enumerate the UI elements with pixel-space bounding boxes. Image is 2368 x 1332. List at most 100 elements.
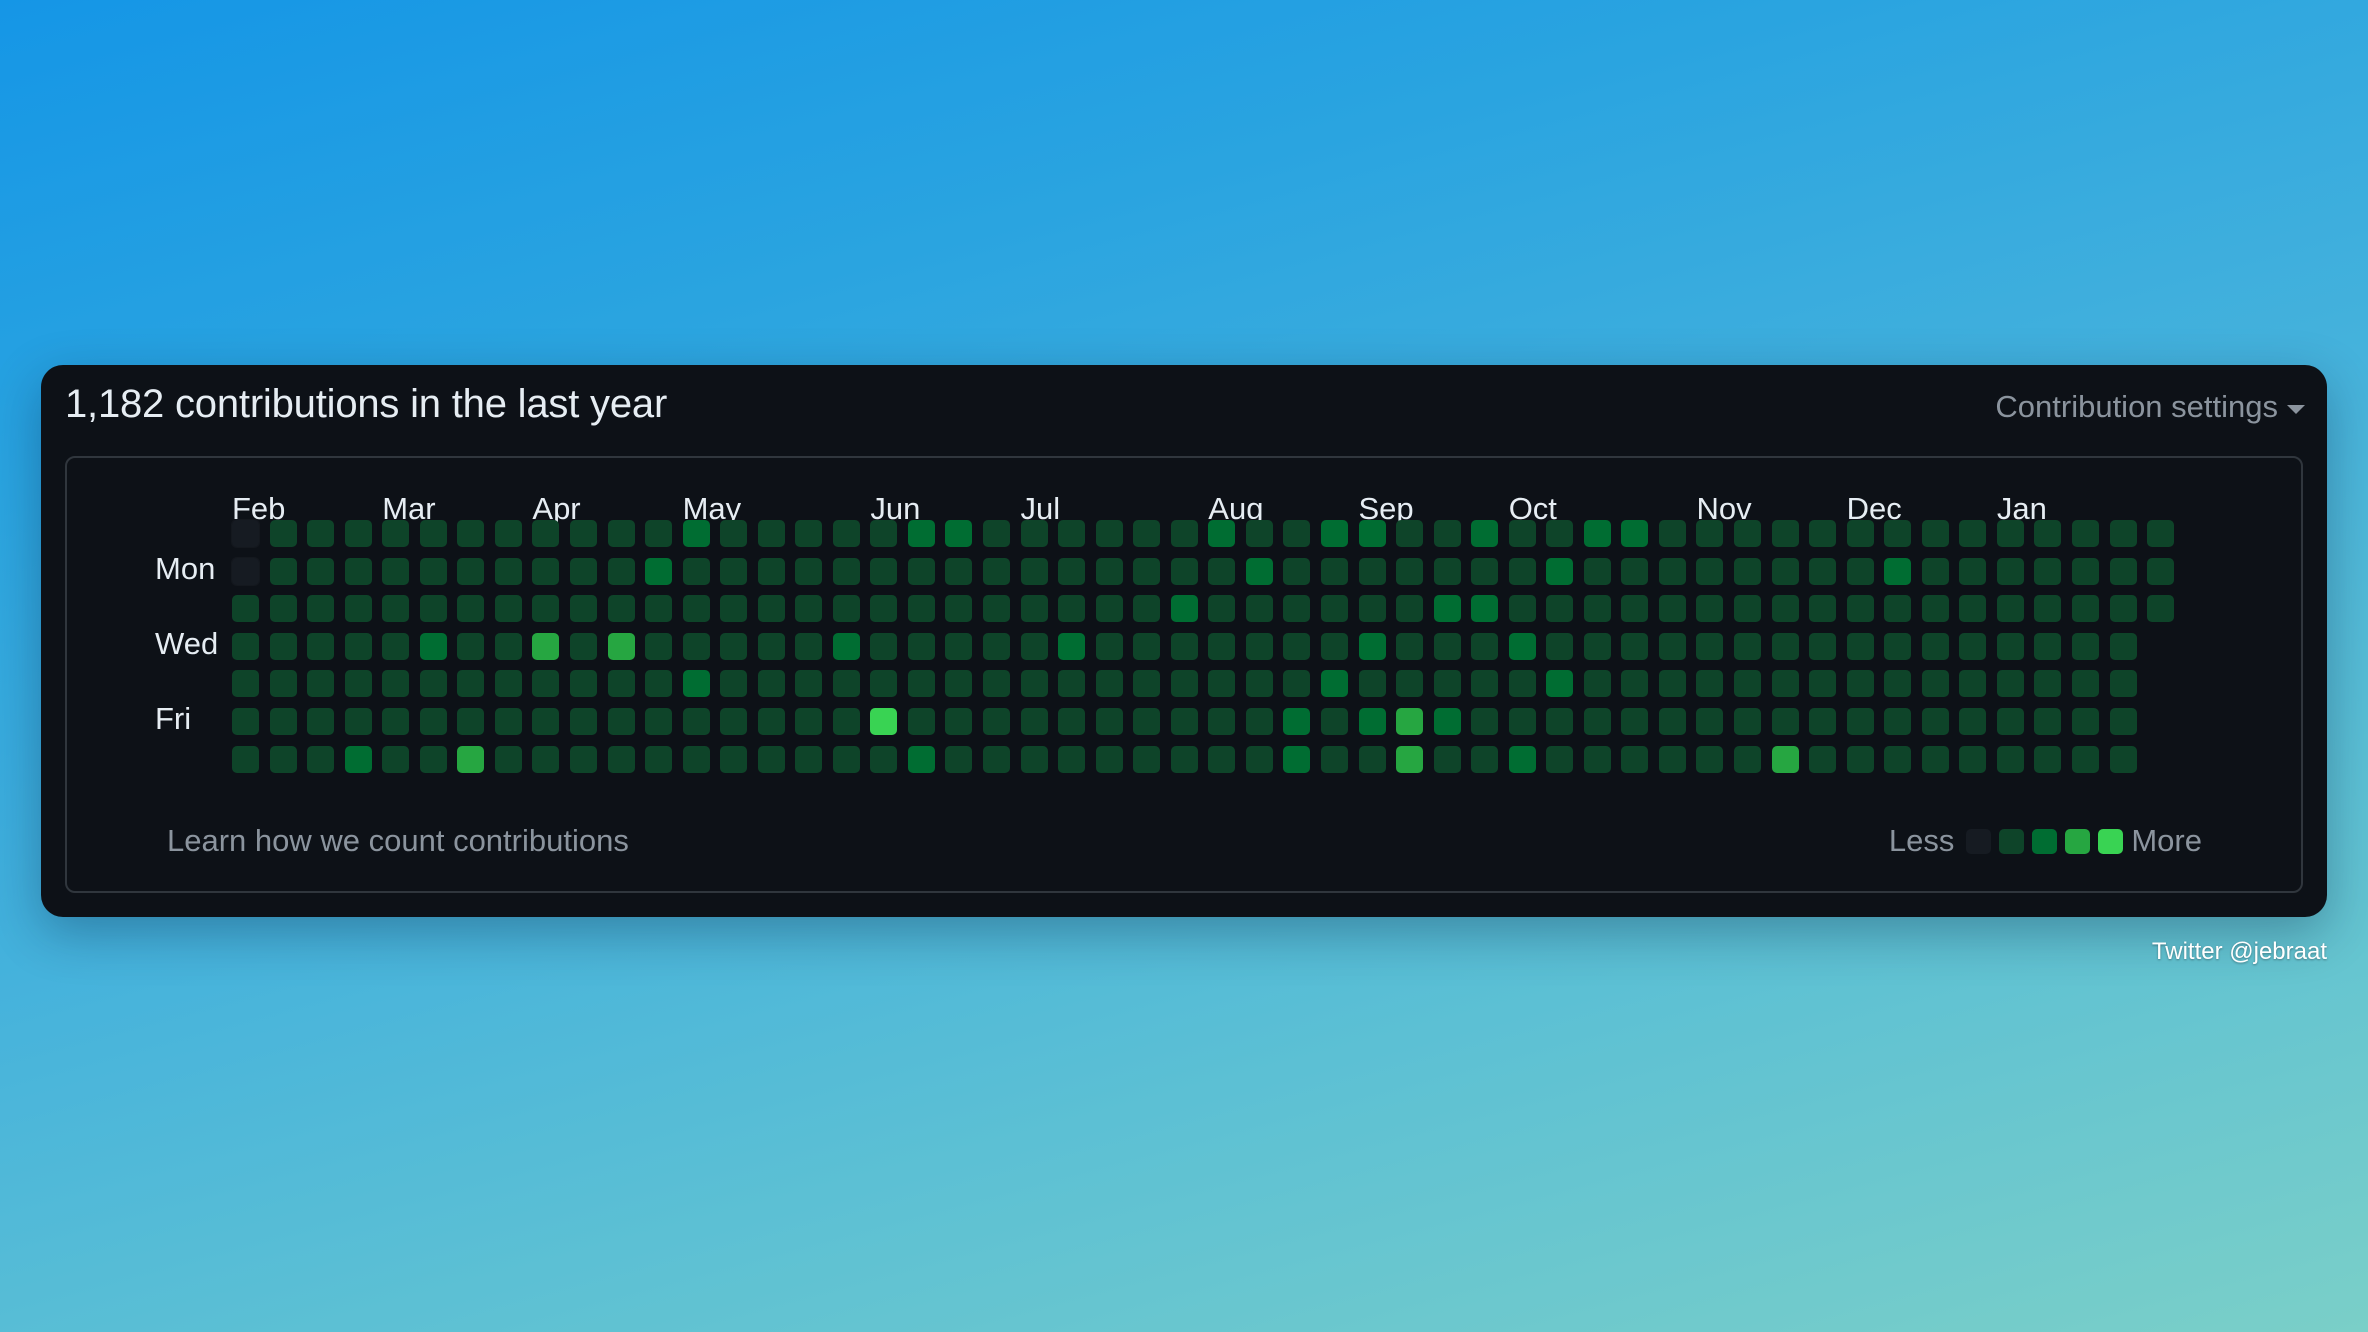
- contribution-cell[interactable]: [832, 745, 860, 773]
- contribution-cell[interactable]: [1771, 595, 1799, 623]
- contribution-cell[interactable]: [2034, 670, 2062, 698]
- contribution-cell[interactable]: [1996, 595, 2024, 623]
- contribution-cell[interactable]: [2071, 520, 2099, 547]
- contribution-cell[interactable]: [1095, 708, 1123, 735]
- contribution-cell[interactable]: [269, 632, 297, 660]
- contribution-cell[interactable]: [1095, 557, 1123, 585]
- contribution-cell[interactable]: [269, 520, 297, 547]
- contribution-cell[interactable]: [1621, 520, 1649, 547]
- contribution-cell[interactable]: [2034, 632, 2062, 660]
- contribution-cell[interactable]: [307, 670, 335, 698]
- contribution-cell[interactable]: [1583, 595, 1611, 623]
- contribution-cell[interactable]: [1245, 708, 1273, 735]
- contribution-cell[interactable]: [1809, 557, 1837, 585]
- contribution-cell[interactable]: [2034, 595, 2062, 623]
- contribution-cell[interactable]: [2147, 595, 2175, 623]
- contribution-cell[interactable]: [720, 670, 748, 698]
- contribution-cell[interactable]: [1208, 595, 1236, 623]
- contribution-cell[interactable]: [419, 632, 447, 660]
- contribution-cell[interactable]: [1658, 670, 1686, 698]
- contribution-cell[interactable]: [1058, 708, 1086, 735]
- contribution-cell[interactable]: [1696, 708, 1724, 735]
- contribution-cell[interactable]: [569, 745, 597, 773]
- contribution-cell[interactable]: [1959, 745, 1987, 773]
- contribution-cell[interactable]: [832, 557, 860, 585]
- contribution-cell[interactable]: [532, 670, 560, 698]
- contribution-cell[interactable]: [1208, 632, 1236, 660]
- contribution-cell[interactable]: [1358, 670, 1386, 698]
- contribution-cell[interactable]: [983, 670, 1010, 698]
- contribution-cell[interactable]: [1809, 745, 1837, 773]
- contribution-cell[interactable]: [983, 708, 1010, 735]
- contribution-cell[interactable]: [1320, 632, 1348, 660]
- contribution-cell[interactable]: [1058, 557, 1086, 585]
- contribution-cell[interactable]: [1921, 595, 1949, 623]
- contribution-cell[interactable]: [1283, 632, 1311, 660]
- contribution-cell[interactable]: [1471, 745, 1499, 773]
- contribution-cell[interactable]: [607, 632, 635, 660]
- contribution-cell[interactable]: [1771, 520, 1799, 547]
- contribution-cell[interactable]: [532, 745, 560, 773]
- contribution-cell[interactable]: [2109, 595, 2137, 623]
- contribution-cell[interactable]: [1734, 557, 1761, 585]
- contribution-cell[interactable]: [1245, 632, 1273, 660]
- contribution-cell[interactable]: [1771, 745, 1799, 773]
- contribution-cell[interactable]: [870, 670, 898, 698]
- contribution-cell[interactable]: [269, 557, 297, 585]
- contribution-cell[interactable]: [2034, 520, 2062, 547]
- contribution-cell[interactable]: [1208, 708, 1236, 735]
- contribution-cell[interactable]: [1245, 520, 1273, 547]
- contribution-cell[interactable]: [1846, 708, 1874, 735]
- contribution-cell[interactable]: [1358, 520, 1386, 547]
- contribution-cell[interactable]: [1959, 708, 1987, 735]
- contribution-cell[interactable]: [532, 557, 560, 585]
- contribution-cell[interactable]: [1734, 708, 1761, 735]
- contribution-cell[interactable]: [1546, 745, 1574, 773]
- contribution-cell[interactable]: [1020, 745, 1048, 773]
- contribution-cell[interactable]: [307, 520, 335, 547]
- contribution-cell[interactable]: [1095, 632, 1123, 660]
- contribution-cell[interactable]: [983, 745, 1010, 773]
- contribution-cell[interactable]: [1133, 708, 1161, 735]
- contribution-cell[interactable]: [907, 745, 935, 773]
- contribution-cell[interactable]: [307, 632, 335, 660]
- contribution-cell[interactable]: [1583, 670, 1611, 698]
- contribution-cell[interactable]: [1996, 520, 2024, 547]
- contribution-cell[interactable]: [1358, 557, 1386, 585]
- contribution-cell[interactable]: [832, 708, 860, 735]
- contribution-cell[interactable]: [382, 745, 410, 773]
- contribution-cell[interactable]: [2147, 557, 2175, 585]
- contribution-cell[interactable]: [607, 595, 635, 623]
- contribution-cell[interactable]: [382, 670, 410, 698]
- contribution-cell[interactable]: [1771, 557, 1799, 585]
- contribution-cell[interactable]: [870, 557, 898, 585]
- contribution-cell[interactable]: [1846, 670, 1874, 698]
- contribution-cell[interactable]: [382, 595, 410, 623]
- contribution-cell[interactable]: [1471, 670, 1499, 698]
- contribution-cell[interactable]: [832, 520, 860, 547]
- contribution-cell[interactable]: [1133, 557, 1161, 585]
- contribution-cell[interactable]: [1095, 520, 1123, 547]
- contribution-cell[interactable]: [1696, 745, 1724, 773]
- contribution-cell[interactable]: [494, 520, 522, 547]
- contribution-cell[interactable]: [945, 557, 973, 585]
- contribution-cell[interactable]: [983, 557, 1010, 585]
- contribution-cell[interactable]: [532, 595, 560, 623]
- contribution-cell[interactable]: [1020, 520, 1048, 547]
- contribution-cell[interactable]: [945, 595, 973, 623]
- contribution-cell[interactable]: [832, 632, 860, 660]
- contribution-cell[interactable]: [1471, 632, 1499, 660]
- contribution-cell[interactable]: [2034, 745, 2062, 773]
- contribution-cell[interactable]: [1396, 595, 1424, 623]
- contribution-cell[interactable]: [1396, 557, 1424, 585]
- contribution-cell[interactable]: [720, 708, 748, 735]
- contribution-cell[interactable]: [1771, 632, 1799, 660]
- contribution-cell[interactable]: [2109, 670, 2137, 698]
- contribution-cell[interactable]: [1020, 670, 1048, 698]
- contribution-cell[interactable]: [1471, 557, 1499, 585]
- contribution-cell[interactable]: [1583, 632, 1611, 660]
- contribution-cell[interactable]: [1621, 745, 1649, 773]
- contribution-cell[interactable]: [1658, 708, 1686, 735]
- contribution-cell[interactable]: [1396, 520, 1424, 547]
- contribution-cell[interactable]: [1245, 745, 1273, 773]
